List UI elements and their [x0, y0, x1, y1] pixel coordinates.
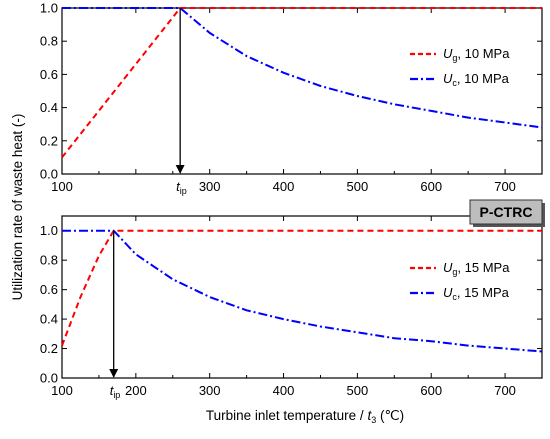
bottom-x-tick-label: 700: [494, 383, 516, 398]
bottom-legend-label-g: Ug, 15 MPa: [443, 260, 510, 277]
top-tip-var: t: [176, 179, 181, 194]
bottom-y-tick-label: 0.0: [40, 371, 58, 386]
top-legend-var: U: [443, 46, 453, 61]
top-x-tick-label: 600: [420, 179, 442, 194]
bottom-x-tick-label: 200: [125, 383, 147, 398]
top-x-tick-label: 400: [273, 179, 295, 194]
x-axis-title-unit: (℃): [376, 408, 404, 423]
bottom-y-tick-label: 0.6: [40, 282, 58, 297]
top-series-c-line: [62, 7, 543, 129]
top-tip-sub: ip: [180, 186, 187, 196]
bottom-x-tick-label: 100: [51, 383, 73, 398]
x-axis-title-sub: 3: [371, 415, 376, 425]
bottom-x-tick-label: 600: [420, 383, 442, 398]
bottom-legend-var: U: [443, 285, 453, 300]
bottom-panel: 100 200 300 400 500 600 700 0.0 0.2 0.4 0.6 0.8 1.0 U…: [40, 215, 543, 400]
bottom-y-tick-label: 0.4: [40, 312, 58, 327]
top-legend-var: U: [443, 71, 453, 86]
bottom-legend-rest: , 15 MPa: [457, 260, 510, 275]
bottom-legend-sub: c: [452, 292, 457, 302]
bottom-plot-frame: [61, 215, 543, 379]
top-y-tick-label: 0.8: [40, 34, 58, 49]
y-axis-title: Utilization rate of waste heat (-): [10, 114, 25, 301]
bottom-tip-var: t: [110, 383, 115, 398]
top-y-tick-label: 0.4: [40, 100, 58, 115]
bottom-tip-sub: ip: [113, 390, 120, 400]
top-legend-label-g: Ug, 10 MPa: [443, 46, 510, 63]
bottom-series-c-line: [62, 229, 543, 353]
bottom-legend-var: U: [443, 260, 453, 275]
bottom-legend-sub: g: [452, 267, 457, 277]
bottom-series-g-line: [61, 229, 542, 346]
bottom-x-tick-label: 400: [273, 383, 295, 398]
bottom-x-tick-label: 300: [199, 383, 221, 398]
top-x-tick-label: 300: [199, 179, 221, 194]
top-legend-sub: c: [452, 78, 457, 88]
top-legend-sub: g: [452, 53, 457, 63]
x-axis-title: Turbine inlet temperature / t3 (℃): [206, 408, 404, 425]
top-y-tick-label: 0.2: [40, 133, 58, 148]
x-axis-title-main: Turbine inlet temperature /: [206, 408, 368, 423]
top-plot-frame: [61, 7, 543, 175]
bottom-legend-label-c: Uc, 15 MPa: [443, 285, 510, 302]
method-badge-label: P-CTRC: [480, 204, 533, 220]
top-y-tick-label: 0.6: [40, 67, 58, 82]
method-badge-box: [469, 199, 543, 225]
method-badge: P-CTRC: [469, 199, 545, 227]
bottom-legend-rest: , 15 MPa: [457, 285, 510, 300]
top-legend-label-c: Uc, 10 MPa: [443, 71, 510, 88]
bottom-y-tick-label: 0.2: [40, 341, 58, 356]
bottom-y-tick-label: 1.0: [40, 223, 58, 238]
top-x-tick-label: 500: [347, 179, 369, 194]
top-legend-rest: , 10 MPa: [457, 71, 510, 86]
x-axis-title-var: t: [367, 408, 372, 423]
top-y-tick-label: 1.0: [40, 1, 58, 16]
top-x-tick-label: 700: [494, 179, 516, 194]
bottom-y-tick-label: 0.8: [40, 253, 58, 268]
top-tip-label: tip: [176, 179, 187, 196]
top-legend-rest: , 10 MPa: [457, 46, 510, 61]
top-x-tick-label: 100: [51, 179, 73, 194]
top-panel: 100 300 400 500 600 700 0.0 0.2 0.4 0.6 0.8 1.0 Ug, …: [40, 1, 543, 196]
top-y-tick-label: 0.0: [40, 167, 58, 182]
bottom-tip-label: tip: [110, 383, 121, 400]
bottom-x-tick-label: 500: [347, 383, 369, 398]
